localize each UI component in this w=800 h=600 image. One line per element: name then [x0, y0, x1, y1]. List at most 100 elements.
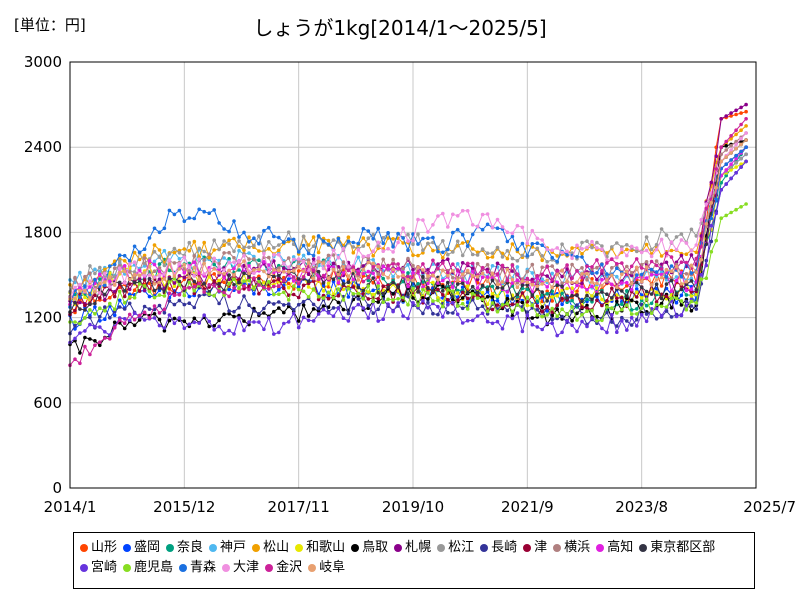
chart-title: しょうが1kg[2014/1〜2025/5] — [253, 16, 547, 40]
data-point — [709, 180, 714, 185]
data-point — [227, 309, 231, 313]
data-point — [465, 290, 470, 295]
data-point — [729, 148, 733, 152]
data-point — [475, 261, 480, 266]
data-point — [431, 258, 435, 263]
data-point — [296, 282, 301, 286]
y-tick-label: 3000 — [24, 53, 62, 71]
data-point — [291, 275, 296, 279]
data-point — [510, 242, 515, 246]
data-point — [441, 255, 445, 260]
data-point — [207, 252, 211, 256]
data-point — [366, 229, 371, 233]
data-point — [202, 272, 206, 276]
data-point — [580, 281, 584, 286]
data-point — [242, 284, 246, 288]
data-point — [103, 271, 107, 276]
legend-item: 金沢 — [265, 560, 302, 576]
data-point — [515, 303, 520, 307]
data-point — [510, 277, 515, 282]
data-point — [406, 292, 410, 297]
data-point — [73, 300, 77, 305]
data-point — [152, 262, 157, 267]
data-point — [644, 297, 649, 302]
data-point — [679, 238, 684, 242]
data-point — [376, 297, 381, 301]
data-point — [545, 305, 549, 309]
data-point — [152, 259, 157, 264]
data-point — [371, 258, 376, 262]
data-point — [277, 252, 281, 257]
data-point — [555, 314, 559, 319]
data-point — [664, 260, 669, 265]
data-point — [331, 306, 336, 310]
data-point — [620, 302, 624, 307]
data-point — [669, 315, 674, 319]
data-point — [103, 305, 107, 309]
data-point — [520, 329, 525, 334]
data-point — [570, 290, 574, 295]
data-point — [734, 146, 738, 151]
data-point — [669, 296, 674, 301]
data-point — [739, 205, 743, 209]
data-point — [694, 288, 699, 292]
data-point — [595, 319, 599, 323]
data-point — [142, 247, 147, 251]
data-point — [152, 269, 157, 274]
data-point — [679, 274, 684, 279]
x-tick-label: 2023/8 — [615, 498, 668, 516]
legend-marker — [179, 564, 188, 572]
data-point — [132, 295, 137, 300]
data-point — [694, 301, 699, 305]
data-point — [510, 234, 515, 239]
data-point — [207, 211, 211, 215]
data-point — [296, 250, 301, 254]
data-point — [729, 176, 733, 181]
data-point — [321, 289, 326, 293]
data-point — [654, 278, 659, 282]
data-point — [137, 250, 142, 255]
data-point — [515, 311, 520, 315]
data-point — [460, 301, 465, 306]
data-point — [704, 202, 709, 206]
data-point — [192, 316, 197, 321]
data-point — [247, 303, 251, 308]
data-point — [277, 306, 281, 310]
data-point — [555, 333, 559, 338]
data-point — [242, 319, 246, 323]
data-point — [729, 165, 733, 169]
data-point — [654, 242, 659, 247]
data-point — [480, 275, 485, 280]
data-point — [649, 292, 654, 296]
data-point — [117, 305, 122, 309]
data-point — [88, 264, 92, 268]
data-point — [227, 260, 231, 265]
data-point — [331, 261, 336, 266]
data-point — [719, 117, 723, 121]
data-point — [336, 287, 341, 291]
data-point — [446, 252, 450, 257]
data-point — [336, 272, 341, 277]
data-point — [401, 295, 405, 300]
data-point — [207, 283, 211, 287]
legend-item: 松江 — [437, 540, 474, 556]
data-point — [247, 278, 251, 283]
data-point — [242, 245, 246, 250]
data-point — [376, 281, 381, 286]
data-point — [634, 300, 639, 305]
data-point — [694, 270, 699, 275]
data-point — [411, 278, 415, 283]
data-point — [386, 297, 390, 302]
data-point — [371, 311, 376, 316]
data-point — [252, 257, 256, 261]
data-point — [455, 278, 460, 283]
data-point — [177, 298, 182, 303]
data-point — [152, 316, 157, 320]
data-point — [490, 278, 495, 283]
data-point — [351, 292, 356, 296]
data-point — [98, 340, 102, 345]
data-point — [386, 302, 390, 307]
data-point — [222, 293, 226, 297]
data-point — [550, 310, 554, 315]
data-point — [222, 243, 226, 247]
